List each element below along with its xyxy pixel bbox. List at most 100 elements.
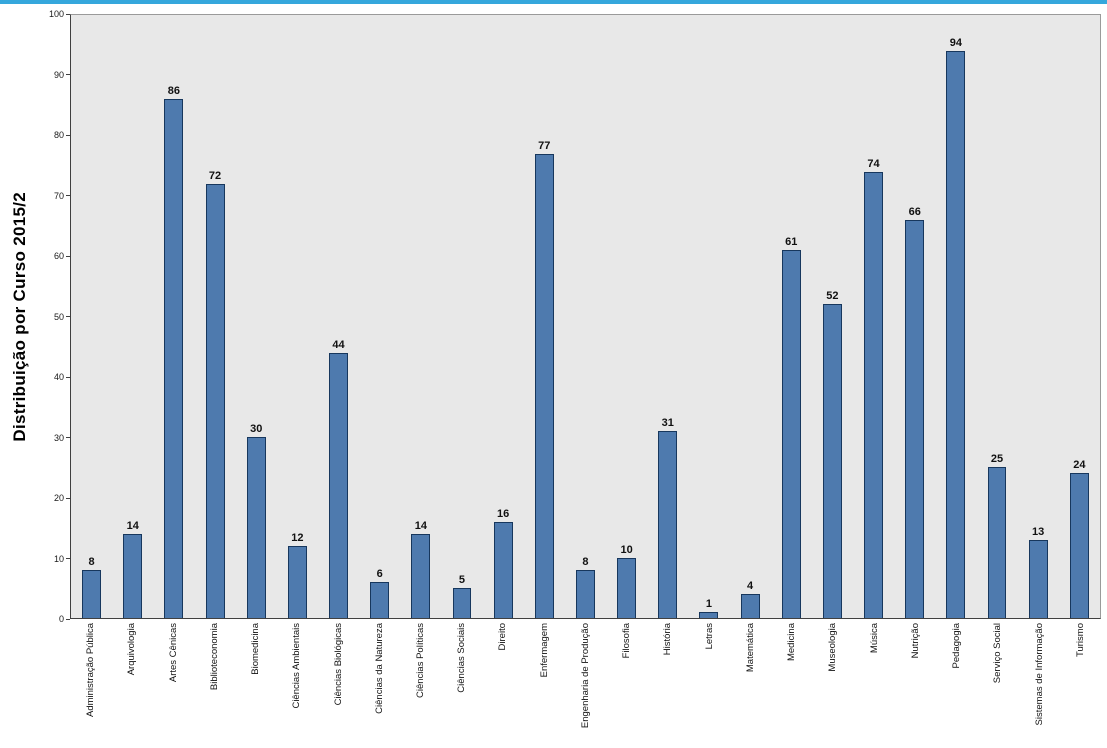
y-axis-tick-label: 80 [53,130,64,140]
window-top-border [0,0,1107,4]
x-axis-category-label: Ciências Políticas [414,623,426,698]
y-axis-tick-label: 10 [53,553,64,564]
plot-wrap: 8 14 86 72 30 12 44 6 14 5 16 77 8 10 31 1 4 61 52 74 66 94 25… [70,14,1101,737]
bar-value-label: 72 [208,169,222,182]
bar-group: 5 [441,15,482,618]
x-label-cell: Ciências Ambientais [276,619,317,737]
x-label-cell: Biblioteconomia [194,619,235,737]
bar [864,171,883,618]
y-axis-tick-mark [66,497,70,499]
x-label-cell: Sistemas de Informação [1018,619,1059,737]
x-label-cell: Arquivologia [111,619,152,737]
y-axis-title-area: Distribuição por Curso 2015/2 [2,14,38,619]
x-axis-category-label: Ciências Biológicas [332,623,344,706]
bar-group: 14 [400,15,441,618]
bar [1069,473,1089,618]
x-axis-category-label: Ciências Ambientais [291,623,303,709]
bar [905,220,925,618]
x-axis-category-label: Engenharia de Produção [579,623,591,729]
x-axis-category-label: Música [868,623,880,654]
x-label-cell: Turismo [1060,619,1101,737]
bar [411,533,431,618]
x-axis-category-label: Filosofia [621,623,633,659]
y-axis-tick-mark [66,13,70,15]
x-axis-category-label: História [662,623,674,656]
x-axis-category-label: Arquivologia [126,623,138,676]
x-axis-category-label: Nutrição [909,623,921,659]
x-label-cell: Ciências Sociais [441,619,482,737]
bar-group: 72 [194,15,235,618]
bar-value-label: 66 [908,206,921,219]
y-axis: 0 10 20 30 40 50 60 70 80 90 100 [38,9,70,624]
y-axis-tick-mark [66,316,70,317]
x-label-cell: Filosofia [606,619,647,737]
bar [534,153,554,618]
bar [452,587,472,618]
x-axis-category-label: Serviço Social [992,623,1004,684]
bar-group: 6 [359,15,400,618]
bar-value-label: 14 [414,519,427,532]
bar [946,51,966,618]
bar-group: 30 [236,15,277,618]
bar [575,569,595,618]
x-axis-category-label: Biomedicina [250,623,262,675]
y-axis-tick: 0 [59,614,70,624]
bar-value-label: 24 [1073,459,1086,472]
x-label-cell: Serviço Social [977,619,1018,737]
y-axis-tick: 60 [54,251,70,261]
y-axis-tick: 90 [54,70,70,80]
x-label-cell: Ciências Políticas [400,619,441,737]
y-axis-tick: 40 [54,372,70,382]
bar-group: 44 [318,15,359,618]
x-label-cell: Letras [689,619,730,737]
bar-group: 8 [565,15,606,618]
bar-group: 77 [524,15,565,618]
bar-value-label: 10 [620,543,633,556]
x-axis-category-label: Administração Pública [85,623,97,717]
bar-value-label: 30 [250,423,263,436]
y-axis-tick-label: 40 [53,372,64,382]
y-axis-tick-label: 20 [53,493,64,503]
y-axis-tick-label: 90 [53,69,64,80]
bar [1028,539,1048,618]
bar-value-label: 14 [126,519,139,532]
bar [370,581,390,618]
x-label-cell: Museologia [812,619,853,737]
bar-group: 66 [894,15,935,618]
x-label-cell: Pedagogia [936,619,977,737]
y-axis-tick: 20 [54,493,70,503]
bar-group: 61 [771,15,812,618]
bar [658,431,678,618]
bar-value-label: 5 [458,573,466,586]
bar [82,569,102,618]
bar-group: 94 [935,15,976,618]
x-label-cell: Música [853,619,894,737]
bar-group: 24 [1059,15,1100,618]
bar [740,593,760,618]
bar [781,250,801,618]
bar-group: 14 [112,15,153,618]
bar [246,437,266,618]
y-axis-tick-label: 70 [53,190,64,201]
y-axis-tick: 100 [49,9,70,19]
x-axis-category-label: Turismo [1074,623,1086,657]
x-label-cell: Nutrição [895,619,936,737]
x-axis-category-label: Ciências Sociais [456,623,468,693]
bar-value-label: 31 [661,417,674,430]
y-axis-tick-mark [66,195,70,196]
bar-group: 8 [71,15,112,618]
y-axis-tick: 80 [54,130,70,140]
bar-value-label: 77 [538,139,551,152]
x-axis-category-label: Ciências da Natureza [373,623,385,714]
y-axis-tick-label: 50 [53,311,64,322]
x-axis-category-label: Museologia [827,623,839,672]
y-axis-tick-label: 30 [53,432,64,443]
x-axis-labels: Administração Pública Arquivologia Artes C… [70,619,1101,737]
x-label-cell: Medicina [771,619,812,737]
plot-area: 8 14 86 72 30 12 44 6 14 5 16 77 8 10 31 1 4 61 52 74 66 94 25… [70,14,1101,619]
y-axis-tick-label: 100 [48,9,64,19]
x-label-cell: Matemática [730,619,771,737]
x-label-cell: Artes Cênicas [152,619,193,737]
x-label-cell: Ciências Biológicas [317,619,358,737]
